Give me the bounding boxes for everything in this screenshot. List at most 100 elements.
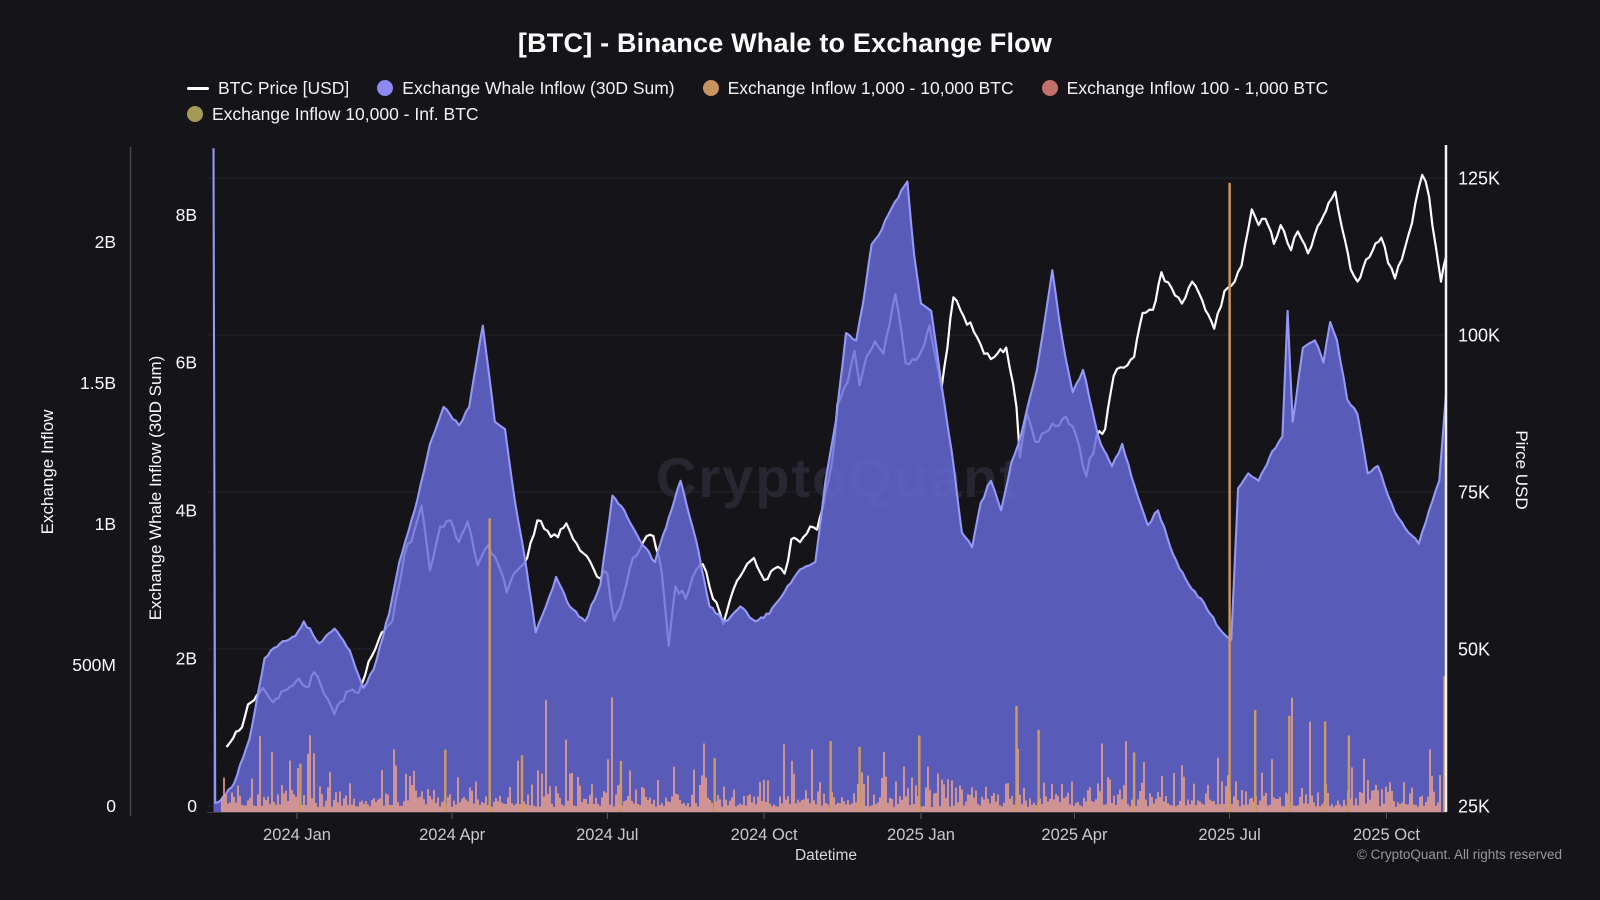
inflow-bar: [1363, 758, 1365, 812]
inflow-bar: [611, 697, 613, 812]
inflow-bar: [495, 798, 497, 812]
inflow-bar: [693, 769, 695, 812]
inflow-bar: [1085, 801, 1087, 812]
inflow-bar: [1413, 804, 1415, 812]
x-tick-label: 2024 Apr: [419, 826, 486, 844]
inflow-bar: [553, 806, 555, 812]
inflow-bar: [747, 795, 749, 812]
inflow-bar: [273, 802, 275, 812]
inflow-bar: [1351, 767, 1353, 812]
inflow-bar: [1387, 791, 1389, 812]
inflow-bar: [547, 793, 549, 812]
inflow-bar: [695, 803, 697, 812]
inflow-bar: [525, 804, 527, 812]
inflow-bar: [381, 770, 383, 812]
inflow-bar: [349, 783, 351, 812]
inflow-bar: [1165, 796, 1167, 812]
inflow-bar: [1403, 782, 1405, 812]
inflow-bar: [875, 804, 877, 812]
inflow-bar: [1221, 781, 1223, 812]
inflow-bar: [467, 801, 469, 812]
inflow-bar: [479, 805, 481, 812]
inflow-bar: [325, 800, 327, 812]
inflow-bar: [501, 802, 503, 812]
inflow-bar: [237, 785, 239, 812]
inflow-bar: [897, 804, 899, 812]
inflow-bar: [1155, 798, 1157, 812]
inflow-bar: [971, 787, 973, 812]
inflow-bar: [1029, 798, 1031, 812]
inflow-spike-bar: [1132, 752, 1136, 812]
inflow-bar: [731, 797, 733, 812]
inflow-bar: [333, 799, 335, 812]
inflow-bar: [311, 798, 313, 812]
inflow-bar: [1093, 801, 1095, 812]
inflow-bar: [1259, 800, 1261, 812]
inflow-bar: [447, 797, 449, 812]
inflow-bar: [1143, 762, 1145, 812]
inflow-bar: [631, 800, 633, 812]
inflow-bar: [323, 806, 325, 812]
inflow-bar: [543, 796, 545, 812]
y-axis-title-whale-inflow: Exchange Whale Inflow (30D Sum): [146, 355, 165, 621]
inflow-bar: [983, 799, 985, 812]
legend-item-whale-inflow[interactable]: Exchange Whale Inflow (30D Sum): [377, 78, 675, 99]
legend-label: Exchange Inflow 10,000 - Inf. BTC: [212, 103, 479, 124]
inflow-bar: [1245, 791, 1247, 812]
inflow-bar: [327, 787, 329, 812]
inflow-bar: [441, 802, 443, 812]
inflow-bar: [777, 806, 779, 812]
inflow-bar: [639, 805, 641, 812]
inflow-bar: [1161, 775, 1163, 812]
inflow-bar: [823, 793, 825, 812]
inflow-bar: [1157, 792, 1159, 812]
inflow-bar: [883, 752, 885, 812]
inflow-bar: [287, 801, 289, 812]
inflow-bar: [417, 797, 419, 812]
inflow-bar: [313, 753, 315, 812]
inflow-bar: [677, 794, 679, 812]
inflow-bar: [755, 804, 757, 812]
inflow-bar: [269, 804, 271, 812]
inflow-bar: [1409, 793, 1411, 812]
inflow-bar: [775, 806, 777, 812]
inflow-bar: [711, 802, 713, 812]
inflow-bar: [1401, 802, 1403, 812]
inflow-spike-bar: [1015, 705, 1018, 812]
inflow-bar: [1405, 804, 1407, 812]
inflow-bar: [1209, 799, 1211, 812]
inflow-bar: [921, 806, 923, 812]
inflow-bar: [1365, 803, 1367, 812]
legend-item-inflow-1k-10k[interactable]: Exchange Inflow 1,000 - 10,000 BTC: [702, 78, 1014, 99]
inflow-bar: [1069, 804, 1071, 812]
inflow-bar: [701, 775, 703, 812]
inflow-bar: [761, 800, 763, 812]
inflow-bar: [855, 802, 857, 812]
inflow-bar: [1113, 795, 1115, 812]
inflow-bar: [1163, 801, 1165, 812]
inflow-bar: [705, 777, 707, 812]
inflow-spike-bar: [1323, 721, 1327, 812]
inflow-bar: [987, 799, 989, 812]
inflow-bar: [1377, 790, 1379, 812]
inflow-bar: [251, 778, 253, 812]
inflow-bar: [343, 798, 345, 812]
legend-item-inflow-100-1k[interactable]: Exchange Inflow 100 - 1,000 BTC: [1041, 78, 1328, 99]
inflow-bar: [735, 806, 737, 812]
inflow-bar: [845, 804, 847, 812]
inflow-bar: [503, 803, 505, 812]
inflow-bar: [355, 806, 357, 812]
legend-item-inflow-10k-inf[interactable]: Exchange Inflow 10,000 - Inf. BTC: [187, 104, 479, 125]
copyright-note: © CryptoQuant. All rights reserved: [1356, 847, 1562, 862]
inflow-bar: [309, 735, 311, 812]
inflow-bar: [559, 798, 561, 812]
inflow-bar: [315, 802, 317, 812]
legend-item-btc-price[interactable]: BTC Price [USD]: [187, 78, 349, 99]
inflow-100-1k-bars: [221, 697, 1441, 812]
inflow-bar: [969, 794, 971, 812]
inflow-bar: [965, 801, 967, 812]
inflow-bar: [1153, 803, 1155, 812]
inflow-bar: [227, 803, 229, 812]
inflow-bar: [515, 803, 517, 812]
